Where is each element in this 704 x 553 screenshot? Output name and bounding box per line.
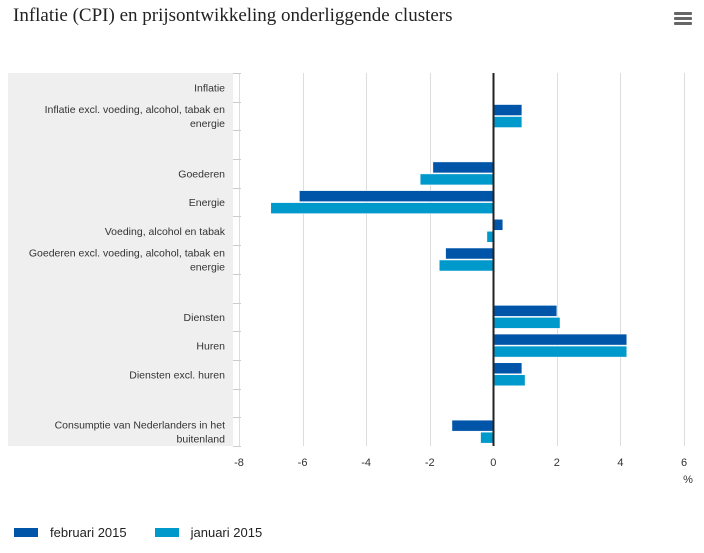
legend-label-series-1: februari 2015 (50, 524, 127, 540)
label-band-background (8, 73, 233, 446)
category-label: Inflatie excl. voeding, alcohol, tabak e… (45, 104, 226, 130)
bar-series-2-row-4 (270, 202, 494, 214)
x-tick-label: 0 (490, 457, 496, 469)
grid-lines (239, 73, 685, 446)
x-tick-label: -6 (298, 457, 308, 469)
bar-series-2-row-12 (480, 431, 494, 444)
category-labels: Inflatie Inflatie excl. voeding, alcohol,… (29, 82, 226, 445)
bar-series-2-row-8 (493, 317, 561, 329)
category-label: Inflatie (194, 82, 225, 94)
legend-swatch-series-2 (154, 527, 179, 537)
bar-series-1-row-10 (493, 362, 523, 375)
bar-series-2-row-3 (419, 173, 494, 186)
legend-label-series-2: januari 2015 (190, 524, 263, 540)
legend: februari 2015 januari 2015 (14, 522, 290, 542)
x-tick-label: 2 (554, 457, 560, 469)
category-label: Voeding, alcohol en tabak (105, 226, 226, 238)
bar-series-1-row-9 (493, 333, 628, 346)
category-label: Diensten (184, 312, 226, 324)
x-tick-label: -8 (234, 457, 244, 469)
bar-series-1-row-8 (493, 305, 558, 317)
x-tick-label: -4 (361, 457, 371, 469)
axes (233, 73, 495, 447)
hamburger-menu-icon[interactable] (674, 12, 692, 26)
x-tick-label: -2 (425, 457, 435, 469)
chart-title: Inflatie (CPI) en prijsontwikkeling onde… (13, 5, 453, 26)
bar-series-2-row-1 (493, 116, 523, 128)
category-label: Energie (189, 197, 225, 209)
x-tick-label: 4 (617, 457, 623, 469)
category-label: Diensten excl. huren (129, 369, 225, 381)
legend-item-series-1[interactable]: februari 2015 (14, 525, 127, 540)
bar-series-1-row-6 (445, 247, 494, 260)
x-tick-label: 6 (681, 457, 687, 469)
bar-series-1-row-5 (493, 219, 504, 231)
bar-series-1-row-12 (451, 419, 494, 432)
legend-item-series-2[interactable]: januari 2015 (154, 524, 263, 540)
bar-series-2-row-6 (439, 259, 494, 272)
category-label: Goederen (178, 168, 225, 180)
category-label-band (8, 73, 233, 446)
bar-series-2-row-9 (493, 345, 628, 358)
bar-series-1-row-4 (299, 190, 494, 202)
category-label: Consumptie van Nederlanders in het buiten… (55, 420, 226, 446)
bar-series-1-row-3 (432, 161, 494, 174)
bar-series-1-row-1 (493, 104, 523, 116)
bars (270, 75, 628, 444)
x-tick-labels: -8 -6 -4 -2 0 2 4 6 (234, 457, 687, 469)
category-label: Goederen excl. voeding, alcohol, tabak e… (29, 248, 225, 274)
bar-series-2-row-5 (486, 231, 494, 243)
x-axis-unit: % (683, 474, 693, 486)
bar-series-2-row-10 (493, 374, 526, 387)
category-label: Huren (196, 341, 225, 353)
legend-swatch-series-1 (14, 527, 38, 537)
